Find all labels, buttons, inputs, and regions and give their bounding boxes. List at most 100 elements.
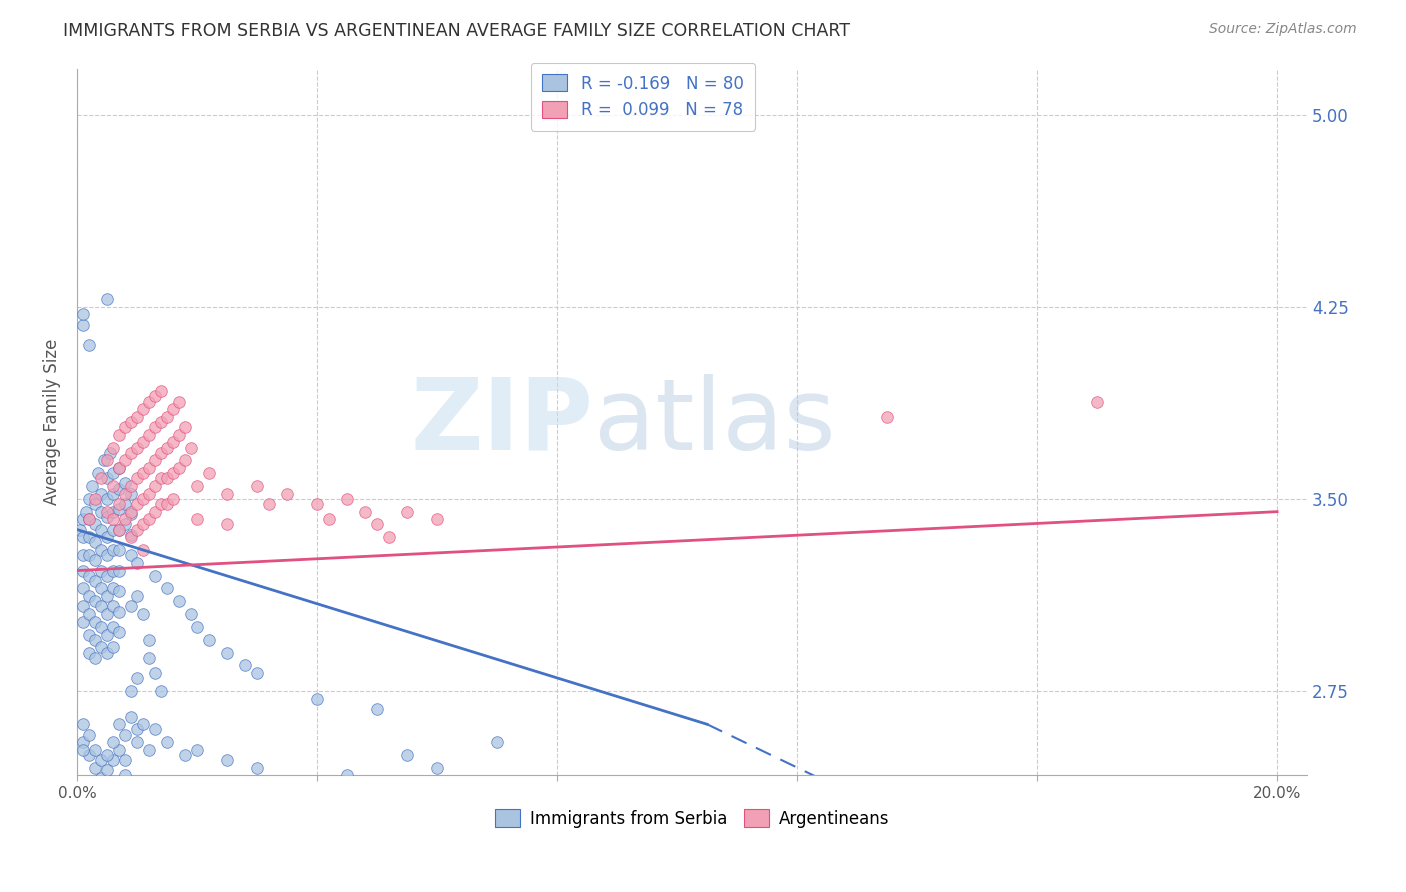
Point [132,543,155,558]
Point [120,446,142,460]
Point [143,666,166,681]
Point [114,487,136,501]
Point [101,582,124,596]
Point [138,427,160,442]
Point [246,666,269,681]
Point [1085,394,1108,409]
Point [77,338,100,352]
Point [138,461,160,475]
Point [186,620,208,634]
Point [143,389,166,403]
Point [378,530,401,544]
Point [114,753,136,767]
Point [336,491,359,506]
Point [96,505,118,519]
Point [84,535,107,549]
Point [426,761,449,775]
Point [77,491,100,506]
Point [114,497,136,511]
Point [77,747,100,762]
Point [96,530,118,544]
Point [75,505,97,519]
Point [162,467,184,481]
Text: atlas: atlas [593,374,835,470]
Point [114,420,136,434]
Point [108,564,131,578]
Point [132,467,155,481]
Point [143,420,166,434]
Point [93,453,115,467]
Point [120,709,142,723]
Point [80,479,103,493]
Point [217,646,239,660]
Point [120,505,142,519]
Point [127,723,149,737]
Point [90,543,112,558]
Point [150,415,173,429]
Point [90,487,112,501]
Point [114,453,136,467]
Point [77,646,100,660]
Point [132,607,155,621]
Point [156,497,179,511]
Point [101,564,124,578]
Point [114,517,136,532]
Point [156,409,179,424]
Point [198,632,221,647]
Point [77,627,100,641]
Point [132,402,155,417]
Point [156,735,179,749]
Point [87,467,110,481]
Point [101,441,124,455]
Point [96,491,118,506]
Point [84,743,107,757]
Point [90,505,112,519]
Point [127,556,149,570]
Point [120,415,142,429]
Point [186,479,208,493]
Point [217,517,239,532]
Point [120,479,142,493]
Point [167,461,190,475]
Point [366,517,388,532]
Point [167,594,190,608]
Point [108,482,131,496]
Point [96,568,118,582]
Text: Source: ZipAtlas.com: Source: ZipAtlas.com [1209,22,1357,37]
Point [96,453,118,467]
Point [77,607,100,621]
Point [108,625,131,640]
Point [90,471,112,485]
Point [174,420,197,434]
Point [77,589,100,603]
Point [90,620,112,634]
Point [396,747,419,762]
Point [96,764,118,778]
Point [180,607,202,621]
Point [127,409,149,424]
Point [138,512,160,526]
Point [132,435,155,450]
Point [127,589,149,603]
Point [96,292,118,306]
Point [167,394,190,409]
Point [96,646,118,660]
Point [143,568,166,582]
Point [150,384,173,399]
Point [108,584,131,599]
Point [120,527,142,541]
Point [307,691,329,706]
Point [108,543,131,558]
Point [114,512,136,526]
Point [174,747,197,762]
Point [132,517,155,532]
Point [77,512,100,526]
Point [127,735,149,749]
Point [84,761,107,775]
Point [90,640,112,655]
Point [90,599,112,614]
Point [101,505,124,519]
Point [90,523,112,537]
Point [114,727,136,741]
Point [167,427,190,442]
